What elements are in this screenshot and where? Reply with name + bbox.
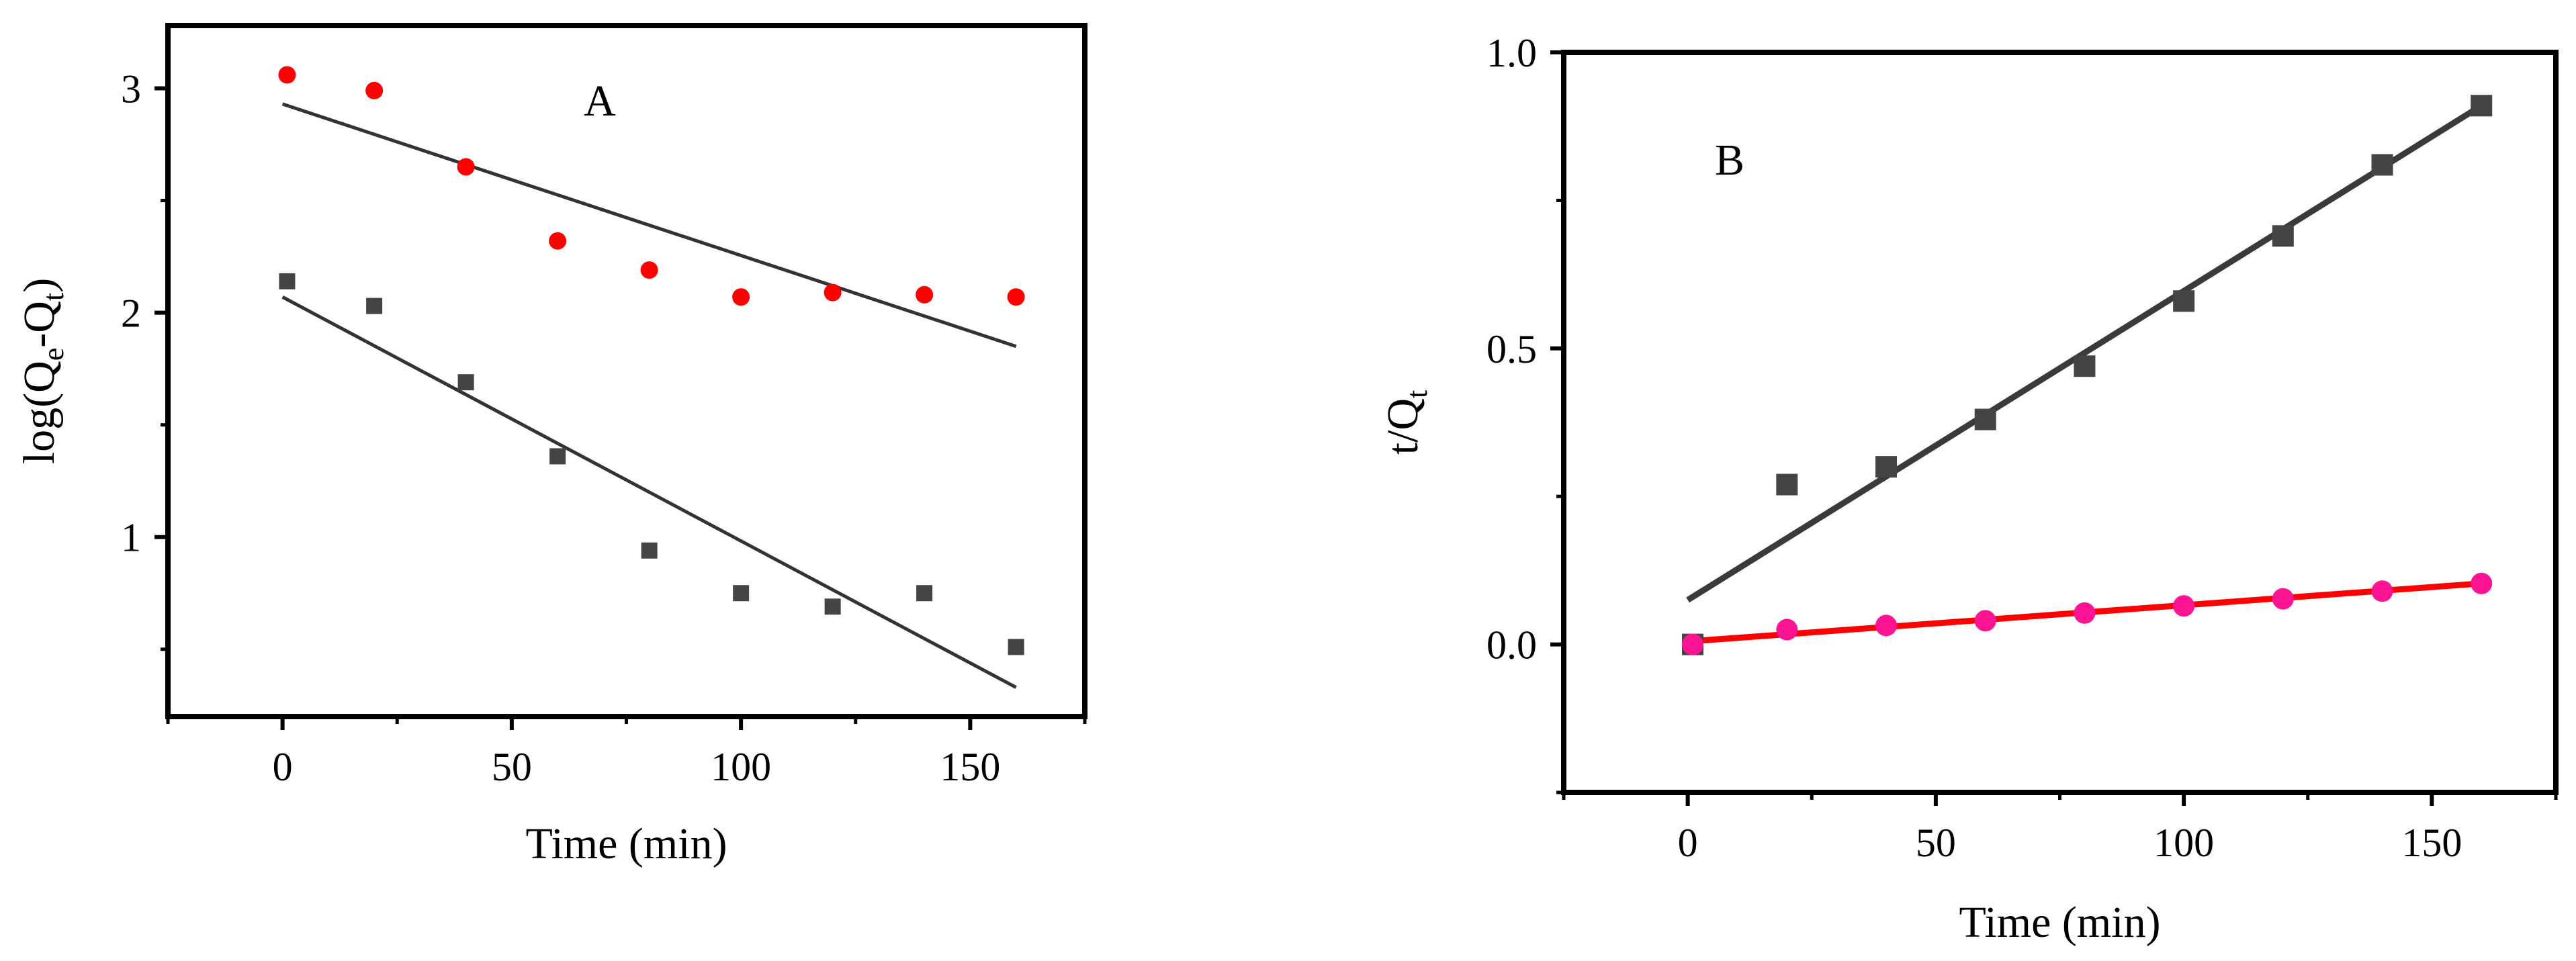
data-point — [457, 158, 475, 176]
x-tick-label: 0 — [1678, 821, 1698, 865]
data-point — [1007, 288, 1025, 306]
panel-label: B — [1715, 136, 1744, 185]
x-tick-label: 150 — [940, 745, 1000, 789]
data-point — [640, 261, 658, 279]
data-point — [2371, 580, 2393, 602]
series-circle — [278, 66, 1025, 306]
data-point — [732, 288, 750, 306]
y-tick-label: 1 — [121, 516, 141, 560]
data-point — [2272, 588, 2294, 610]
data-point — [641, 542, 658, 559]
fit-line-2 — [281, 295, 1017, 689]
plot-frame — [165, 23, 1087, 719]
y-axis-title: t/Qt — [1378, 390, 1433, 455]
x-tick-label: 50 — [1916, 821, 1956, 865]
y-axis-title: log(Qe-Qt) — [15, 278, 70, 464]
data-point — [1974, 610, 1996, 632]
data-point — [549, 448, 566, 465]
x-tick-label: 100 — [2153, 821, 2214, 865]
data-point — [279, 273, 296, 289]
data-point — [278, 66, 296, 84]
data-point — [366, 298, 383, 314]
y-tick-label: 0.0 — [1486, 623, 1537, 668]
data-point — [916, 585, 933, 602]
y-tick-label: 2 — [121, 291, 141, 336]
data-point — [824, 598, 841, 615]
data-point — [733, 585, 750, 602]
data-point — [457, 374, 474, 391]
series-square — [279, 273, 1024, 655]
x-tick-label: 100 — [711, 745, 771, 789]
data-point — [916, 285, 934, 304]
data-point — [2074, 602, 2096, 624]
y-tick-label: 3 — [121, 67, 141, 111]
data-point — [2074, 355, 2096, 377]
data-point — [1875, 456, 1898, 478]
data-point — [2272, 225, 2294, 247]
chart-panel-b: 0 50 100 150 0.0 0.5 1.0 Time (min) t/Qt B — [1378, 31, 2559, 947]
data-point — [2471, 572, 2493, 594]
x-tick-label: 50 — [492, 745, 532, 789]
data-point — [2173, 595, 2195, 617]
series-circle — [1682, 572, 2493, 655]
x-tick-label: 150 — [2401, 821, 2462, 865]
x-tick-label: 0 — [273, 745, 293, 789]
data-point — [1776, 619, 1798, 641]
data-point — [1875, 614, 1898, 637]
data-point — [549, 232, 567, 250]
data-point — [824, 283, 842, 302]
y-tick-label: 1.0 — [1486, 31, 1537, 75]
series-square — [1682, 95, 2493, 655]
panel-label: A — [584, 77, 616, 126]
data-point — [1776, 473, 1798, 496]
x-axis-title: Time (min) — [525, 819, 727, 868]
data-point — [1974, 408, 1996, 430]
data-point — [2173, 290, 2195, 312]
data-point — [2371, 154, 2393, 176]
plot-frame — [1561, 50, 2559, 795]
y-tick-label: 0.5 — [1486, 327, 1537, 371]
fit-line-1 — [281, 102, 1017, 349]
data-point — [2471, 95, 2493, 117]
data-point — [365, 81, 384, 99]
data-point — [1682, 633, 1704, 655]
x-axis-title: Time (min) — [1959, 898, 2160, 947]
fit-line-1 — [1686, 103, 2483, 603]
data-point — [1008, 639, 1024, 655]
chart-panel-a: 0 50 100 150 1 2 3 Time (min) log(Qe-Qt) A — [15, 23, 1087, 868]
